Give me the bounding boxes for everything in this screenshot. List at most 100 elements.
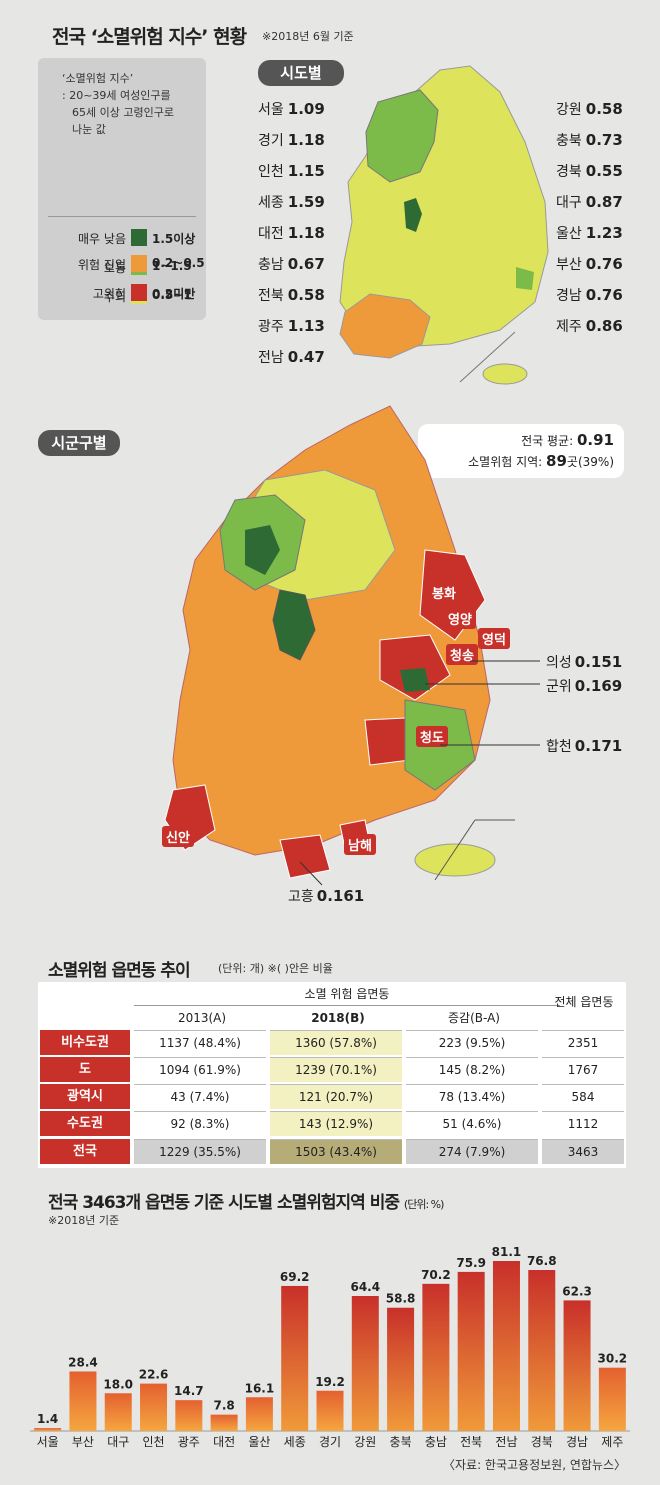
trend-table: 소멸 위험 읍면동 2013(A) 2018(B) 증감(B-A) 전체 읍면동…	[38, 982, 626, 1168]
table-cell-diff: 223 (9.5%)	[406, 1030, 538, 1055]
source-credit: 〈자료: 한국고용정보원, 연합뉴스〉	[442, 1458, 626, 1472]
bar-6	[245, 1397, 273, 1431]
table-cell-b: 121 (20.7%)	[270, 1084, 402, 1109]
bar-12	[457, 1271, 485, 1431]
col-header-diff: 증감(B-A)	[448, 1011, 500, 1025]
category-label: 제주	[601, 1435, 623, 1449]
sido-item-4: 울산 1.23	[556, 224, 623, 242]
sido-item-5: 충남 0.67	[258, 255, 325, 273]
bar-1	[69, 1371, 97, 1431]
category-label: 서울	[37, 1435, 59, 1449]
legend-box: ‘소멸위험 지수’ : 20~39세 여성인구를 65세 이상 고령인구로 나눈…	[38, 58, 206, 320]
bar-value-label: 75.9	[456, 1256, 486, 1270]
bar-value-label: 14.7	[174, 1384, 204, 1398]
bar-chart: 1.4 서울 28.4 부산 18.0 대구 22.6 인천 14.7 광주 7.8 대전 16.1 울산…	[30, 1245, 630, 1449]
legend-swatch	[131, 229, 147, 246]
region-label-yeongdeok: 영덕	[478, 628, 510, 649]
callout-goheung: 고흥 0.161	[288, 887, 365, 905]
region-label-yeongyang: 영양	[444, 608, 476, 629]
legend-swatch	[131, 255, 147, 272]
bar-3	[140, 1383, 168, 1431]
table-row-header: 도	[40, 1057, 130, 1082]
legend-item-risk-entry: 위험 진입 0.2~0.5	[78, 255, 205, 272]
sido-item-1: 경기 1.18	[258, 131, 325, 149]
bar-value-label: 16.1	[245, 1381, 275, 1395]
sido-item-0: 강원 0.58	[556, 100, 623, 118]
bar-11	[422, 1283, 450, 1431]
bar-value-label: 64.4	[350, 1280, 380, 1294]
table-cell-diff: 51 (4.6%)	[406, 1111, 538, 1136]
page-title: 전국 ‘소멸위험 지수’ 현황	[52, 26, 247, 48]
callout-lines	[299, 660, 540, 886]
table-cell-total: 584	[542, 1084, 624, 1109]
table-cell-total: 1112	[542, 1111, 624, 1136]
table-note: (단위: 개) ※( )안은 비율	[218, 962, 333, 975]
table-cell-a: 43 (7.4%)	[134, 1084, 266, 1109]
category-label: 충북	[390, 1435, 412, 1449]
table-cell-a: 1229 (35.5%)	[134, 1139, 266, 1164]
sido-item-8: 전남 0.47	[258, 348, 325, 366]
bar-value-label: 18.0	[103, 1377, 133, 1391]
sido-item-6: 경남 0.76	[556, 286, 623, 304]
table-cell-a: 92 (8.3%)	[134, 1111, 266, 1136]
callout-gunwi: 군위 0.169	[546, 677, 623, 695]
sido-item-7: 광주 1.13	[258, 317, 325, 335]
bar-5	[210, 1414, 238, 1431]
region-label-cheongsong: 청송	[446, 644, 478, 665]
region-label-bonghwa: 봉화	[428, 582, 460, 603]
chart-note: ※2018년 기준	[48, 1214, 120, 1227]
bar-4	[175, 1400, 203, 1431]
sido-map	[339, 65, 549, 385]
table-group-rule	[134, 1005, 560, 1006]
sido-item-7: 제주 0.86	[556, 317, 623, 335]
bar-value-label: 28.4	[68, 1355, 98, 1369]
category-label: 대전	[213, 1435, 235, 1449]
table-group-header: 소멸 위험 읍면동	[304, 987, 390, 1001]
table-cell-diff: 78 (13.4%)	[406, 1084, 538, 1109]
table-row-header: 전국	[40, 1139, 130, 1164]
map-divider-diag	[434, 819, 476, 881]
table-cell-diff: 145 (8.2%)	[406, 1057, 538, 1082]
sido-map-label: 시도별	[258, 60, 344, 86]
table-cell-a: 1137 (48.4%)	[134, 1030, 266, 1055]
bar-9	[351, 1296, 379, 1431]
region-label-namhae: 남해	[344, 834, 376, 855]
sido-jeonnam	[339, 293, 431, 359]
col-header-total: 전체 읍면동	[554, 995, 614, 1009]
sigungu-map-label: 시군구별	[38, 430, 120, 456]
category-label: 울산	[248, 1435, 270, 1449]
category-label: 경남	[566, 1435, 588, 1449]
sido-sejong	[404, 198, 422, 232]
sigungu-goheung-red	[279, 834, 331, 879]
table-row-header: 수도권	[40, 1111, 130, 1136]
category-label: 세종	[284, 1435, 306, 1449]
bar-0	[34, 1428, 62, 1431]
table-cell-b: 1503 (43.4%)	[270, 1139, 402, 1164]
bar-value-label: 70.2	[421, 1268, 451, 1282]
table-title: 소멸위험 읍면동 추이	[48, 961, 191, 981]
table-cell-total: 2351	[542, 1030, 624, 1055]
map-divider-line	[459, 331, 516, 383]
category-label: 충남	[425, 1435, 447, 1449]
sido-item-1: 충북 0.73	[556, 131, 623, 149]
sido-item-5: 부산 0.76	[556, 255, 623, 273]
sigungu-sejong-daejeon	[272, 589, 316, 661]
bar-value-label: 58.8	[386, 1292, 416, 1306]
callout-uiseong: 의성 0.151	[546, 653, 623, 671]
table-cell-b: 1360 (57.8%)	[270, 1030, 402, 1055]
legend-swatch	[131, 284, 147, 301]
category-label: 전북	[460, 1435, 482, 1449]
bar-value-label: 69.2	[280, 1270, 310, 1284]
table-cell-b: 143 (12.9%)	[270, 1111, 402, 1136]
national-summary-box: 전국 평균: 0.91 소멸위험 지역: 89곳(39%)	[418, 424, 624, 478]
bar-value-label: 7.8	[213, 1399, 234, 1413]
bar-value-label: 1.4	[37, 1412, 58, 1426]
sigungu-map	[164, 405, 515, 881]
table-cell-a: 1094 (61.9%)	[134, 1057, 266, 1082]
category-label: 광주	[178, 1435, 200, 1449]
table-cell-total: 1767	[542, 1057, 624, 1082]
category-label: 경기	[319, 1435, 341, 1449]
sido-item-6: 전북 0.58	[258, 286, 325, 304]
col-header-2018: 2018(B)	[311, 1011, 365, 1025]
category-label: 부산	[72, 1435, 94, 1449]
